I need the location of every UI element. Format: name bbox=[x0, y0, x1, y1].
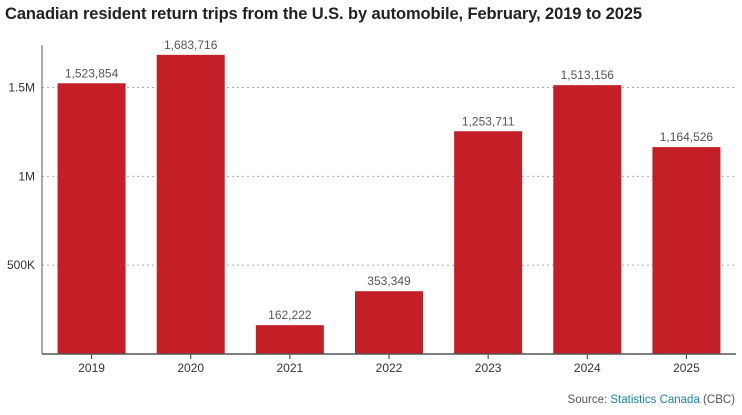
source-suffix: (CBC) bbox=[699, 394, 735, 406]
bar bbox=[255, 325, 324, 354]
data-label: 1,513,156 bbox=[561, 68, 615, 82]
bar bbox=[57, 83, 126, 355]
data-label: 1,164,526 bbox=[660, 130, 714, 144]
y-tick-label: 1M bbox=[18, 169, 35, 183]
data-label: 162,222 bbox=[268, 308, 312, 322]
bar bbox=[355, 291, 423, 354]
data-label: 1,523,854 bbox=[65, 66, 119, 80]
bar-chart: 500K 1M 1.5M 1,523,854 2019 1,683,716 2020 162,… bbox=[7, 38, 736, 375]
source-note: Source: Statistics Canada (CBC) bbox=[568, 394, 735, 406]
source-link[interactable]: Statistics Canada bbox=[610, 394, 700, 406]
bar bbox=[553, 85, 622, 354]
x-tick-label: 2023 bbox=[475, 361, 502, 375]
y-tick-label: 1.5M bbox=[8, 81, 35, 95]
data-label: 353,349 bbox=[367, 274, 411, 288]
x-tick-label: 2025 bbox=[673, 361, 700, 375]
bar bbox=[454, 131, 523, 354]
x-tick-label: 2021 bbox=[277, 361, 304, 375]
source-prefix: Source: bbox=[567, 394, 611, 406]
bar bbox=[652, 147, 721, 354]
x-tick-label: 2022 bbox=[376, 361, 403, 375]
data-label: 1,683,716 bbox=[164, 38, 218, 52]
data-label: 1,253,711 bbox=[462, 114, 515, 128]
bar bbox=[156, 54, 225, 354]
x-tick-label: 2024 bbox=[574, 361, 601, 375]
y-tick-label: 500K bbox=[7, 258, 35, 272]
x-tick-label: 2019 bbox=[78, 361, 105, 375]
chart-title: Canadian resident return trips from the … bbox=[5, 5, 642, 23]
x-tick-label: 2020 bbox=[177, 361, 204, 375]
